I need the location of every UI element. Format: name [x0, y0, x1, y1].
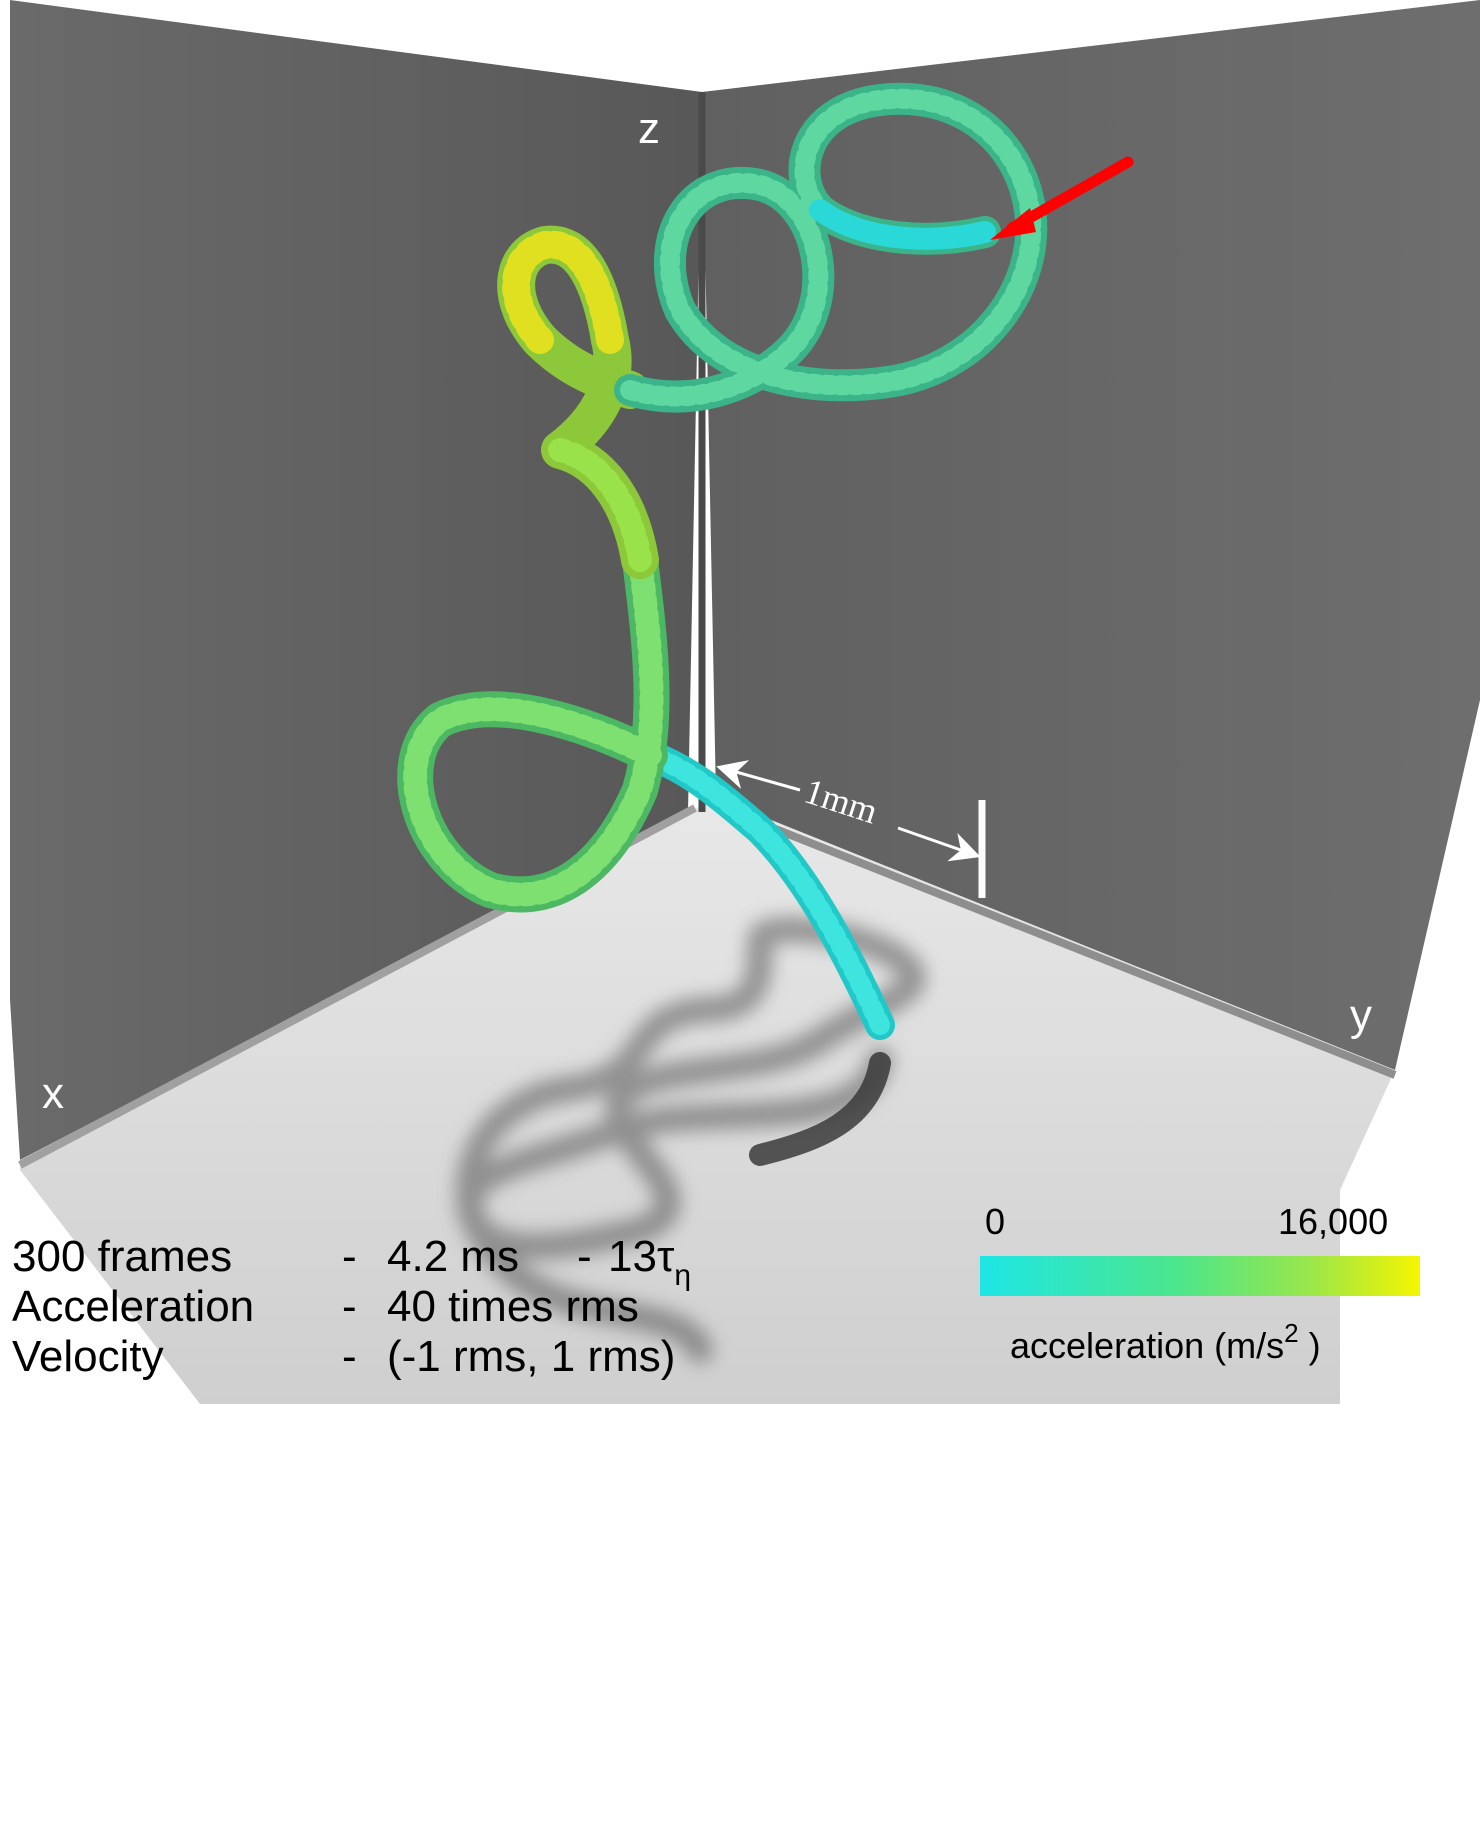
trajectory-scene: 1mm z x y 0 16,000 acceleration (m/s2 ) — [10, 0, 1480, 1404]
axis-label-z: z — [638, 104, 660, 153]
info-accel-sep: - — [342, 1282, 357, 1331]
info-frames-time: 4.2 ms — [387, 1232, 520, 1281]
right-wall — [702, 0, 1480, 1070]
colorbar-min-label: 0 — [985, 1201, 1005, 1242]
particle-trajectory — [397, 82, 1048, 1040]
info-accel-label: Acceleration — [12, 1282, 255, 1331]
info-vel-label: Velocity — [12, 1332, 164, 1381]
info-accel-value: 40 times rms — [387, 1282, 639, 1331]
colorbar-gradient — [980, 1256, 1420, 1296]
axis-label-x: x — [42, 1069, 64, 1118]
axis-label-y: y — [1350, 991, 1372, 1040]
floor — [20, 798, 1395, 1404]
info-vel-sep: - — [342, 1332, 357, 1381]
info-frames-tau: 13τη — [608, 1232, 692, 1292]
info-frames-sep: - — [342, 1232, 357, 1281]
start-arrow-head — [990, 208, 1036, 240]
right-floor-edge — [708, 799, 1397, 1079]
info-vel-value: (-1 rms, 1 rms) — [387, 1332, 676, 1381]
info-block: 300 frames - 4.2 ms - 13τη Acceleration … — [12, 1232, 772, 1402]
info-frames-sep2: - — [577, 1232, 592, 1281]
colorbar-max-label: 16,000 — [1278, 1201, 1388, 1242]
info-frames: 300 frames — [12, 1232, 233, 1281]
colorbar-title: acceleration (m/s2 ) — [1010, 1318, 1321, 1366]
colorbar: 0 16,000 acceleration (m/s2 ) — [980, 1201, 1420, 1366]
